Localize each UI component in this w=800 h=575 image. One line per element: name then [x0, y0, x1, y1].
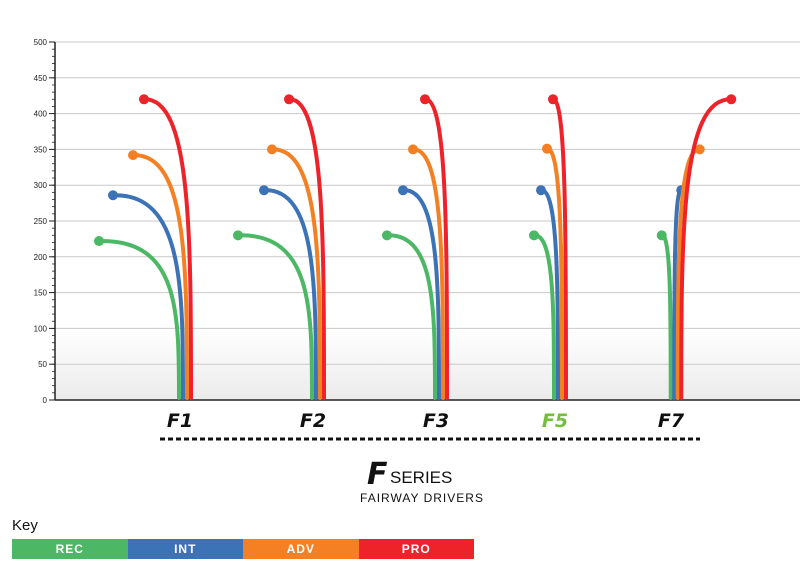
brand-logo: F SERIES FAIRWAY DRIVERS: [360, 457, 484, 505]
key-legend: REC INT ADV PRO: [12, 539, 474, 559]
peak-marker-int-f1: [108, 190, 118, 201]
peak-marker-pro-f1: [139, 94, 149, 105]
y-tick-label: 500: [34, 38, 48, 47]
club-label-f5: F5: [542, 410, 568, 432]
key-pro: PRO: [358, 539, 474, 559]
launch-curves: [94, 94, 737, 400]
peak-marker-adv-f1: [128, 150, 138, 161]
launch-curve-adv-f1: [131, 153, 189, 400]
y-tick-label: 100: [34, 324, 48, 333]
key-int: INT: [127, 539, 243, 559]
peak-marker-adv-f3: [408, 144, 418, 155]
y-tick-label: 300: [34, 181, 48, 190]
brand-subtitle: FAIRWAY DRIVERS: [360, 491, 484, 505]
launch-curve-int-f2: [262, 188, 318, 400]
launch-curve-rec-f2: [236, 233, 314, 400]
peak-marker-int-f2: [259, 185, 269, 196]
launch-curve-adv-f5: [545, 146, 564, 400]
y-tick-label: 400: [34, 110, 48, 119]
launch-curve-pro-f7: [679, 97, 734, 400]
peak-marker-pro-f5: [548, 94, 558, 105]
launch-curve-rec-f3: [385, 233, 437, 400]
club-label-f2: F2: [300, 410, 326, 432]
club-label-f1: F1: [167, 410, 193, 432]
key-title: Key: [12, 517, 38, 534]
club-label-f3: F3: [423, 410, 449, 432]
brand-series: SERIES: [390, 468, 452, 487]
y-tick-label: 250: [34, 217, 48, 226]
y-tick-label: 450: [34, 74, 48, 83]
peak-marker-rec-f3: [382, 230, 392, 241]
peak-marker-adv-f2: [267, 144, 277, 155]
launch-curve-pro-f2: [287, 97, 326, 400]
launch-curve-rec-f5: [532, 233, 556, 400]
peak-marker-rec-f5: [529, 230, 539, 241]
peak-marker-pro-f3: [420, 94, 430, 105]
peak-marker-rec-f7: [656, 230, 667, 241]
launch-curve-adv-f3: [411, 147, 445, 400]
peak-marker-adv-f7: [694, 144, 705, 155]
y-tick-label: 0: [43, 396, 48, 405]
club-labels: F1 F2 F3 F5 F7: [167, 410, 685, 432]
y-tick-label: 150: [34, 289, 48, 298]
launch-curve-int-f3: [401, 188, 441, 400]
peak-marker-pro-f7: [726, 94, 737, 105]
club-label-f7: F7: [658, 410, 685, 432]
y-axis: 0 50 100 150 200 250 300 350 400 450 500: [34, 38, 56, 405]
y-tick-label: 350: [34, 145, 48, 154]
launch-curve-pro-f3: [423, 97, 449, 400]
launch-curve-int-f1: [111, 193, 185, 400]
peak-marker-pro-f2: [284, 94, 294, 105]
launch-curve-pro-f5: [551, 97, 568, 400]
peak-marker-int-f3: [398, 185, 408, 196]
peak-marker-adv-f5: [542, 143, 552, 154]
launch-curve-pro-f1: [142, 97, 193, 400]
key-rec: REC: [12, 539, 128, 559]
launch-curve-adv-f2: [270, 147, 322, 400]
peak-marker-rec-f1: [94, 236, 104, 247]
brand-letter: F: [367, 457, 388, 492]
launch-curve-int-f5: [539, 188, 560, 400]
y-tick-label: 50: [38, 360, 47, 369]
peak-marker-rec-f2: [233, 230, 243, 241]
key-adv: ADV: [243, 539, 359, 559]
y-tick-label: 200: [34, 253, 48, 262]
launch-curve-rec-f1: [97, 239, 181, 400]
peak-marker-int-f5: [536, 185, 546, 196]
